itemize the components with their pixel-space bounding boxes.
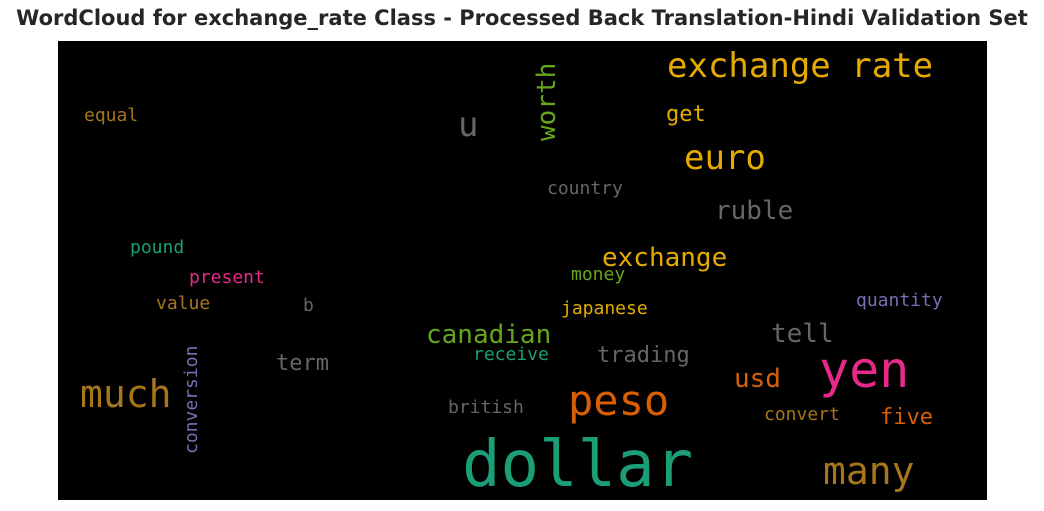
word-u: u <box>458 105 479 145</box>
word-quantity: quantity <box>856 290 943 311</box>
word-five: five <box>880 405 933 430</box>
word-dollar: dollar <box>462 428 694 500</box>
word-exchange: exchange <box>602 243 728 273</box>
word-yen: yen <box>819 341 910 399</box>
wordcloud-canvas: exchange rate u worth get equal euro cou… <box>58 41 987 500</box>
word-peso: peso <box>568 376 670 425</box>
word-pound: pound <box>130 237 185 258</box>
word-present: present <box>189 267 265 288</box>
word-money: money <box>571 264 626 285</box>
word-trading: trading <box>597 343 690 368</box>
word-ruble: ruble <box>715 196 794 226</box>
word-worth: worth <box>532 62 562 141</box>
word-term: term <box>276 351 329 376</box>
word-equal: equal <box>84 105 139 126</box>
word-b: b <box>303 295 314 316</box>
word-much: much <box>80 372 172 416</box>
word-canadian: canadian <box>426 320 552 350</box>
word-conversion: conversion <box>181 345 202 454</box>
word-country: country <box>547 178 623 199</box>
word-convert: convert <box>764 404 840 425</box>
word-tell: tell <box>771 319 834 349</box>
word-euro: euro <box>684 138 766 178</box>
word-many: many <box>823 449 915 493</box>
chart-title: WordCloud for exchange_rate Class - Proc… <box>16 6 1028 30</box>
word-exchange-rate: exchange rate <box>667 46 934 86</box>
word-usd: usd <box>734 364 781 394</box>
word-value: value <box>156 293 211 314</box>
word-british: british <box>448 397 524 418</box>
word-receive: receive <box>473 344 549 365</box>
word-get: get <box>666 102 706 127</box>
word-japanese: japanese <box>561 298 648 319</box>
